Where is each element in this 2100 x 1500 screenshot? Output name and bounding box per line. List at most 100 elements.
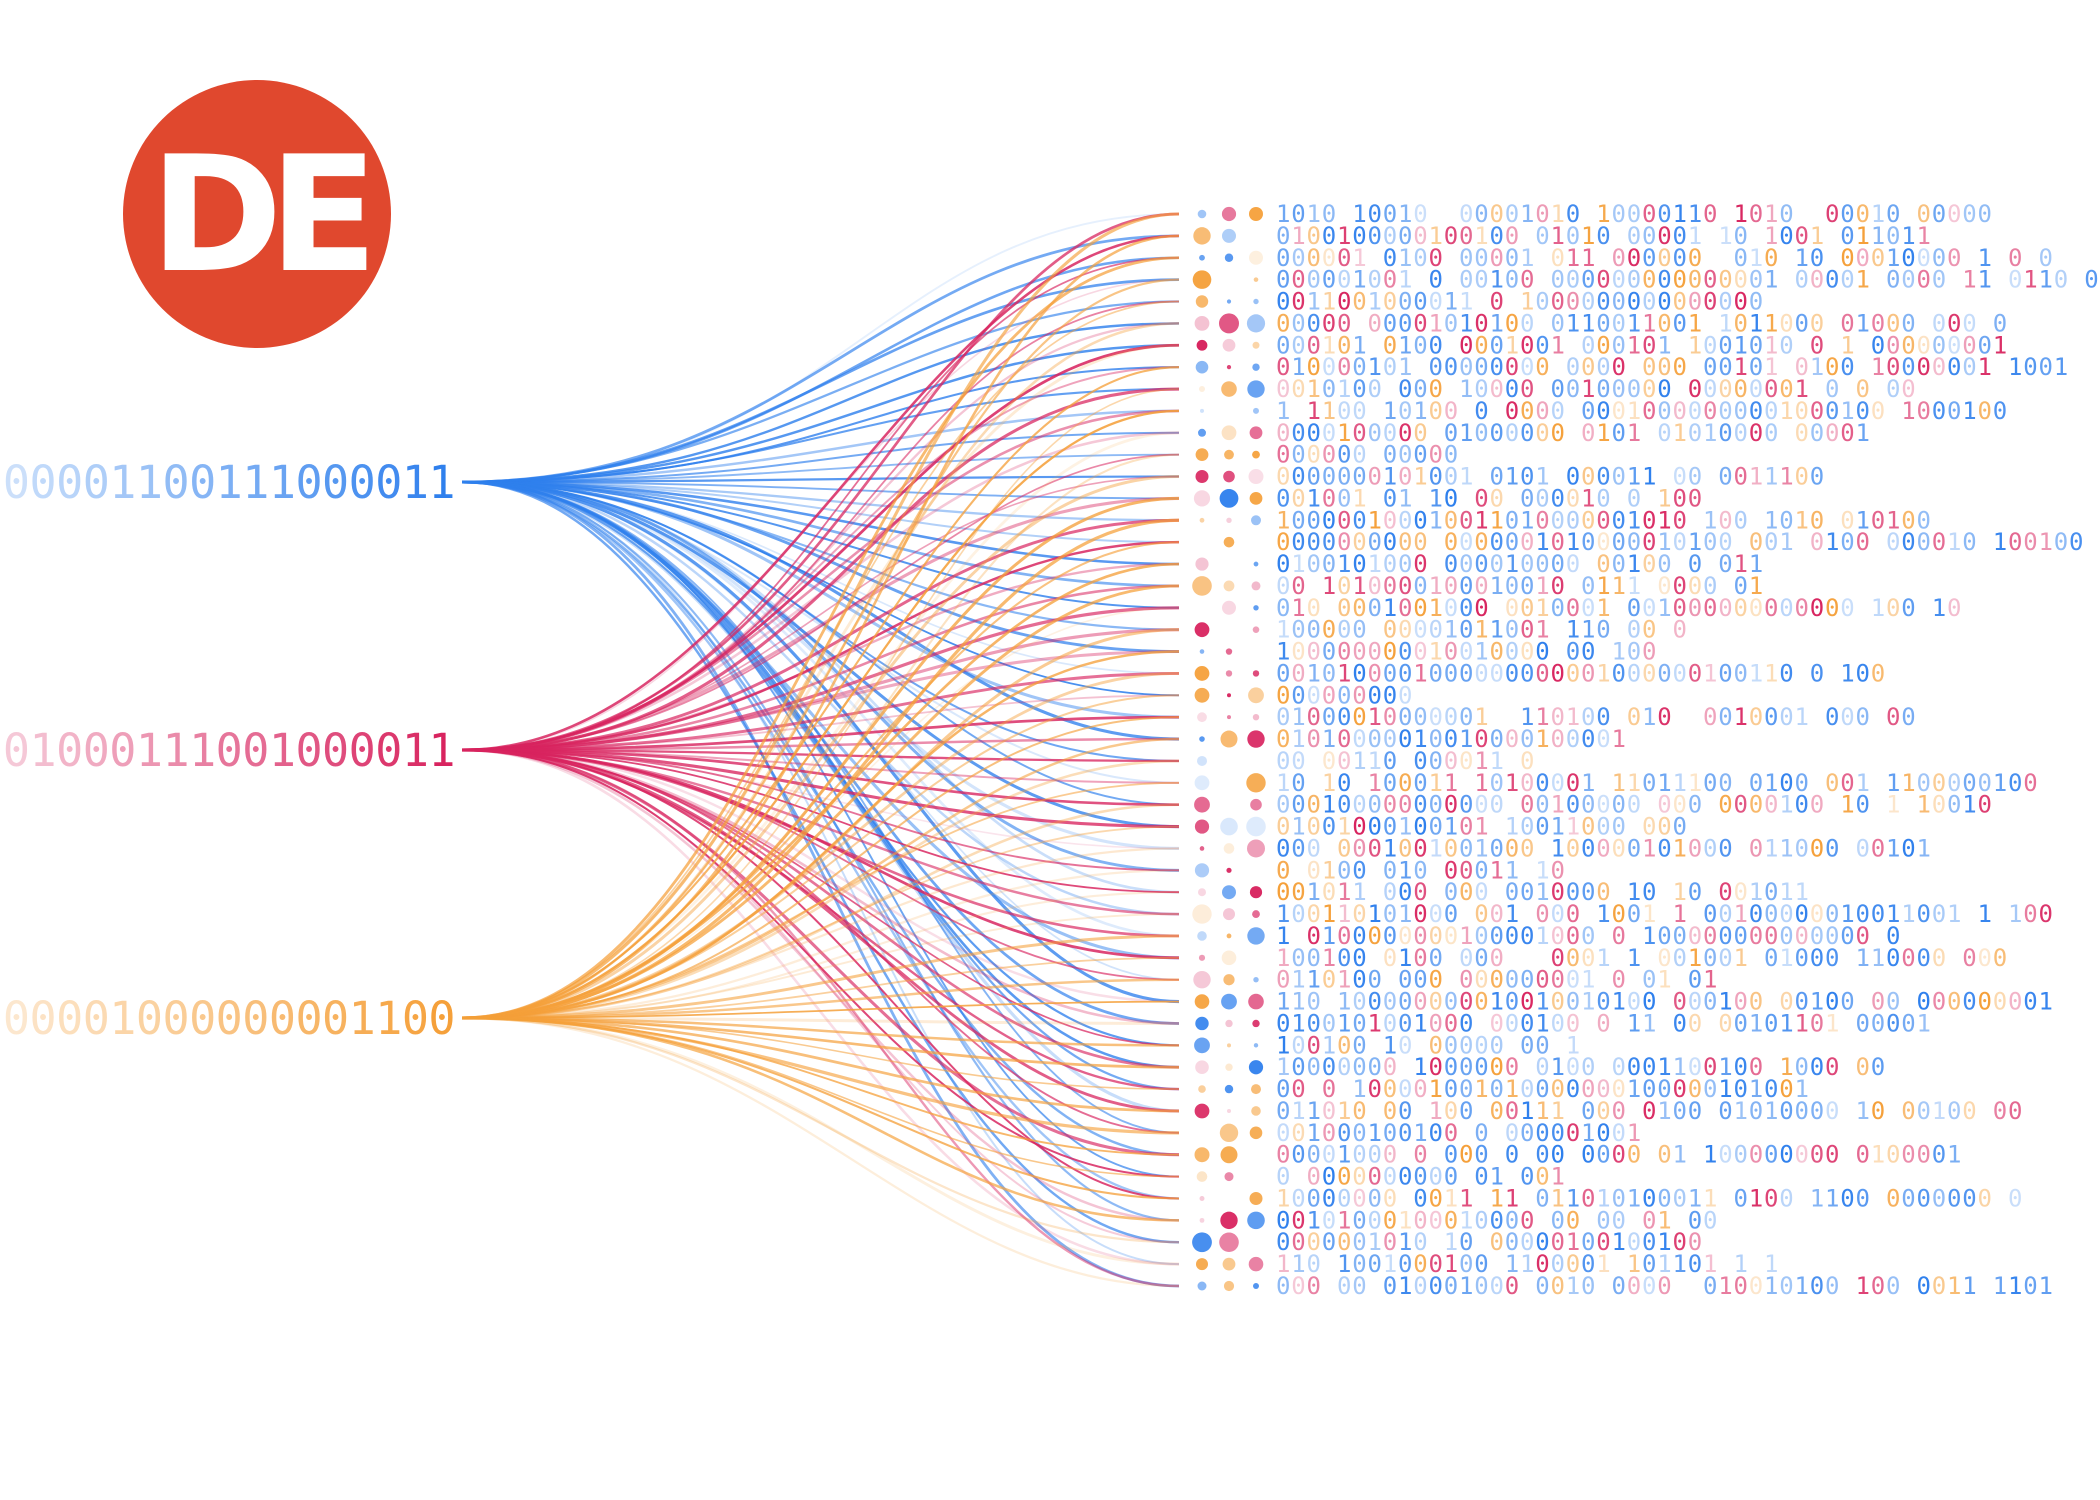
char: 1 bbox=[1749, 550, 1764, 578]
char: 0 bbox=[1444, 1206, 1459, 1234]
char: 0 bbox=[1505, 506, 1520, 534]
flow-curve bbox=[461, 480, 1180, 1288]
char: 1 bbox=[1840, 791, 1855, 819]
char: 1 bbox=[1657, 528, 1672, 556]
char: 0 bbox=[1490, 1031, 1505, 1059]
dot bbox=[1249, 207, 1263, 221]
char: 0 bbox=[1627, 659, 1642, 687]
char: 0 bbox=[1352, 1206, 1367, 1234]
char: 1 bbox=[1779, 397, 1794, 425]
char: 0 bbox=[1398, 463, 1413, 491]
char: 0 bbox=[1810, 594, 1825, 622]
char: 1 bbox=[1947, 1272, 1962, 1300]
char bbox=[1581, 1009, 1596, 1037]
char: 0 bbox=[1993, 1097, 2008, 1125]
char: 0 bbox=[1383, 638, 1398, 666]
char: 1 bbox=[1779, 463, 1794, 491]
dot bbox=[1196, 1171, 1208, 1182]
char: 1 bbox=[1764, 200, 1779, 228]
char: 0 bbox=[1307, 1228, 1322, 1256]
char: 0 bbox=[1535, 331, 1550, 359]
dot bbox=[1192, 270, 1212, 289]
char: 0 bbox=[1444, 878, 1459, 906]
row-binary: 000101 0100 0001001 000101 1001010 0 1 0… bbox=[1276, 331, 2008, 359]
char: 0 bbox=[1520, 1119, 1535, 1147]
char: 1 bbox=[2039, 528, 2054, 556]
dot bbox=[1251, 1106, 1261, 1116]
char: 0 bbox=[1322, 1119, 1337, 1147]
char: 0 bbox=[1596, 834, 1611, 862]
char: 0 bbox=[1307, 550, 1322, 578]
char: 1 bbox=[1398, 1272, 1413, 1300]
char: 0 bbox=[1429, 944, 1444, 972]
char: 0 bbox=[1886, 703, 1901, 731]
char: 1 bbox=[1627, 309, 1642, 337]
char: 0 bbox=[1749, 594, 1764, 622]
char: 0 bbox=[1810, 266, 1825, 294]
char: 0 bbox=[1962, 1097, 1977, 1125]
char: 0 bbox=[1352, 638, 1367, 666]
char: 0 bbox=[1947, 244, 1962, 272]
char: 1 bbox=[1490, 856, 1505, 884]
char: 0 bbox=[1474, 1141, 1489, 1169]
char: 1 bbox=[1337, 813, 1352, 841]
char: 0 bbox=[1307, 856, 1322, 884]
char: 1 bbox=[1322, 1031, 1337, 1059]
char: 0 bbox=[1779, 769, 1794, 797]
char: 0 bbox=[1383, 1184, 1398, 1212]
char: 1 bbox=[1535, 856, 1550, 884]
char: 0 bbox=[1566, 1053, 1581, 1081]
char: 0 bbox=[1718, 791, 1733, 819]
char: 0 bbox=[1673, 594, 1688, 622]
flow-curve bbox=[461, 606, 1180, 1019]
char: 0 bbox=[1307, 266, 1322, 294]
char: 0 bbox=[1444, 747, 1459, 775]
char: 0 bbox=[1520, 966, 1535, 994]
char: 0 bbox=[1581, 1053, 1596, 1081]
flow-curve bbox=[461, 1000, 1180, 1019]
char: 1 bbox=[1703, 966, 1718, 994]
dot bbox=[1193, 490, 1211, 507]
char: 1 bbox=[1764, 463, 1779, 491]
char: 0 bbox=[1734, 594, 1749, 622]
char bbox=[1825, 659, 1840, 687]
char: 0 bbox=[1322, 550, 1337, 578]
char bbox=[1642, 419, 1657, 447]
char: 0 bbox=[1779, 1184, 1794, 1212]
char: 0 bbox=[1352, 791, 1367, 819]
char: 1 bbox=[1398, 353, 1413, 381]
char: 0 bbox=[1779, 659, 1794, 687]
char: 0 bbox=[1917, 769, 1932, 797]
char: 0 bbox=[1459, 878, 1474, 906]
char: 1 bbox=[1291, 1097, 1306, 1125]
dot bbox=[1194, 666, 1210, 681]
char: 0 bbox=[1871, 988, 1886, 1016]
char: 0 bbox=[1276, 703, 1291, 731]
char: 0 bbox=[1276, 550, 1291, 578]
char: 0 bbox=[1703, 703, 1718, 731]
char: 0 bbox=[1352, 922, 1367, 950]
char: 0 bbox=[1779, 506, 1794, 534]
char: 0 bbox=[1825, 594, 1840, 622]
char: 0 bbox=[1795, 769, 1810, 797]
char: 0 bbox=[1383, 725, 1398, 753]
flow-curve bbox=[461, 475, 1180, 1020]
char: 0 bbox=[1383, 900, 1398, 928]
row-binary: 00101000100010000 00 00 01 00 bbox=[1276, 1206, 1718, 1234]
char: 0 bbox=[1337, 572, 1352, 600]
char: 0 bbox=[1337, 397, 1352, 425]
char: 0 bbox=[1413, 550, 1428, 578]
char: 0 bbox=[1688, 834, 1703, 862]
char: 0 bbox=[1413, 288, 1428, 316]
char: 0 bbox=[1642, 966, 1657, 994]
flow-curve bbox=[461, 409, 1180, 1020]
char: 0 bbox=[1307, 922, 1322, 950]
char: 0 bbox=[1352, 506, 1367, 534]
char: 0 bbox=[1596, 1009, 1611, 1037]
char: 0 bbox=[1612, 966, 1627, 994]
char: 0 bbox=[1657, 659, 1672, 687]
char: 0 bbox=[1490, 463, 1505, 491]
char: 0 bbox=[1520, 747, 1535, 775]
char: 1 bbox=[1871, 222, 1886, 250]
char: 0 bbox=[1520, 659, 1535, 687]
